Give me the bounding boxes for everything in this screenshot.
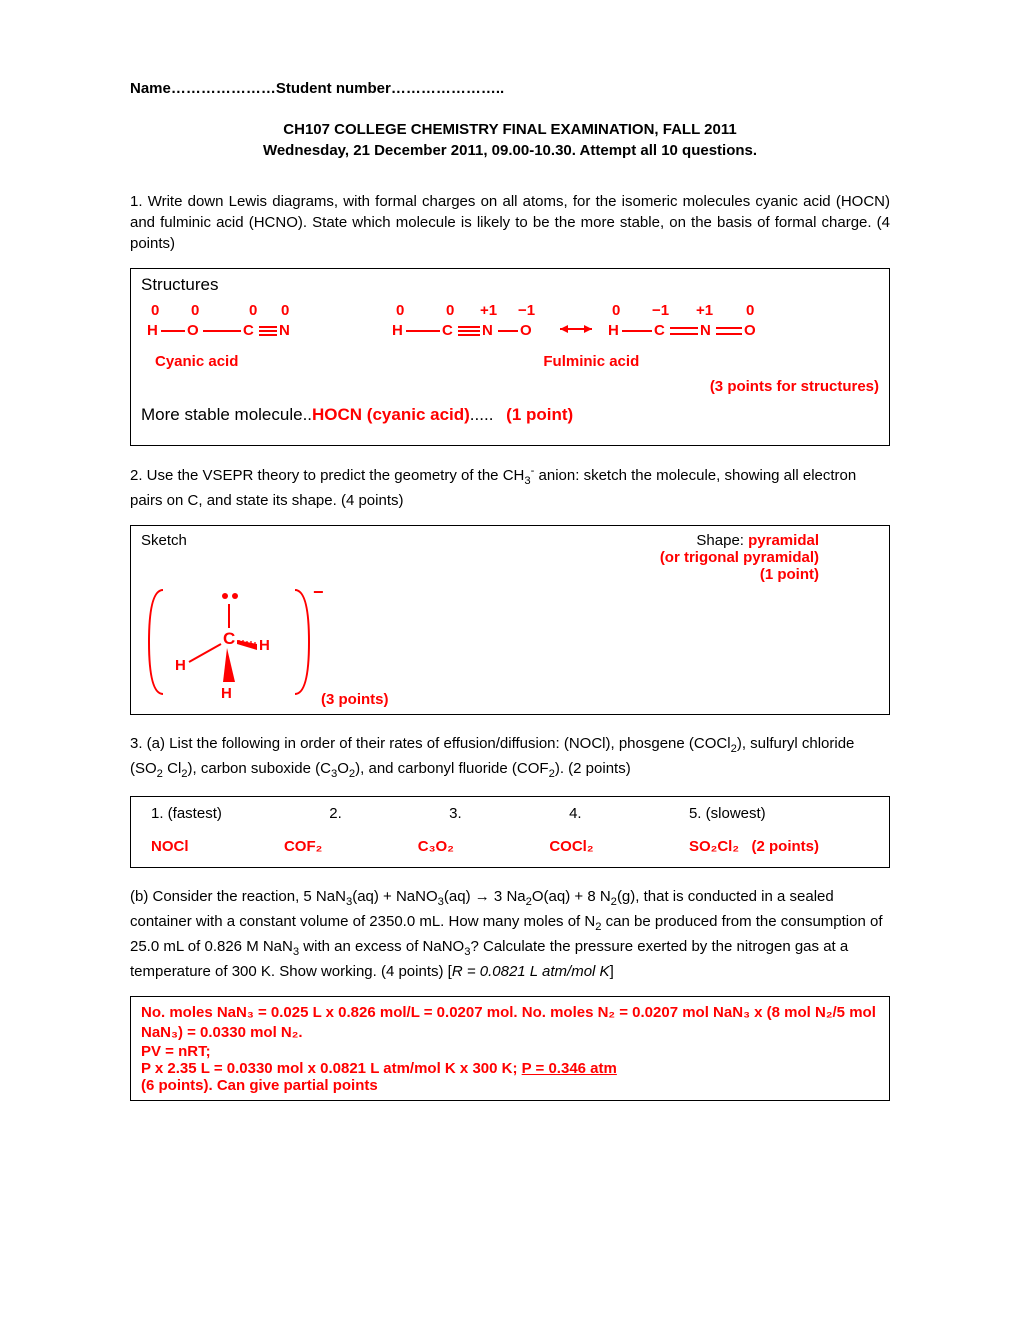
svg-text:0: 0 xyxy=(746,302,754,319)
svg-text:H: H xyxy=(608,322,619,339)
q3b-l3a: P x 2.35 L = 0.0330 mol x 0.0821 L atm/m… xyxy=(141,1060,522,1077)
fulminic-structure-1: 0 0 +1 −1 H C N O xyxy=(386,301,556,347)
q3b-g: with an excess of NaNO xyxy=(299,938,464,955)
svg-text:0: 0 xyxy=(151,302,159,319)
q3a-c: Cl xyxy=(163,760,181,777)
q3a-a1: NOCl xyxy=(151,838,189,855)
shape-answer-2: (or trigonal pyramidal) xyxy=(660,549,819,566)
q3b-j: ] xyxy=(610,963,614,980)
q2-answer-box: Sketch Shape: pyramidal (or trigonal pyr… xyxy=(130,525,890,715)
sketch-points: (3 points) xyxy=(321,691,389,708)
q3a-a2: COF₂ xyxy=(284,838,322,855)
svg-text:O: O xyxy=(744,322,756,339)
cyanic-label: Cyanic acid xyxy=(155,353,238,370)
exam-title-block: CH107 COLLEGE CHEMISTRY FINAL EXAMINATIO… xyxy=(130,119,890,161)
more-stable-answer: HOCN (cyanic acid) xyxy=(312,405,470,424)
exam-subtitle: Wednesday, 21 December 2011, 09.00-10.30… xyxy=(130,140,890,161)
q3a-h5: 5. (slowest) xyxy=(689,805,869,822)
more-stable-points: (1 point) xyxy=(506,405,573,424)
q3b-d: O(aq) + 8 N xyxy=(532,888,611,905)
more-stable-prefix: More stable molecule.. xyxy=(141,405,312,424)
fulminic-structure-2: 0 −1 +1 0 H C N O xyxy=(596,301,776,347)
q3b-answer-box: No. moles NaN₃ = 0.025 L x 0.826 mol/L =… xyxy=(130,996,890,1102)
q3b-l2: PV = nRT; xyxy=(141,1043,879,1060)
q3b-l3: P x 2.35 L = 0.0330 mol x 0.0821 L atm/m… xyxy=(141,1060,879,1077)
svg-text:−1: −1 xyxy=(652,302,669,319)
svg-text:C: C xyxy=(243,322,254,339)
q3a-a: 3. (a) List the following in order of th… xyxy=(130,735,731,752)
structures-label: Structures xyxy=(141,275,879,295)
resonance-arrow-icon xyxy=(556,301,596,347)
exam-title: CH107 COLLEGE CHEMISTRY FINAL EXAMINATIO… xyxy=(130,119,890,140)
svg-text:O: O xyxy=(520,322,532,339)
svg-text:H: H xyxy=(147,322,158,339)
more-stable-row: More stable molecule..HOCN (cyanic acid)… xyxy=(141,405,879,425)
svg-text:0: 0 xyxy=(249,302,257,319)
q3b-b: (aq) + NaNO xyxy=(352,888,437,905)
q3a-e: O xyxy=(337,760,349,777)
q3a-a4: COCl₂ xyxy=(549,838,593,855)
q3a-g: ). (2 points) xyxy=(555,760,631,777)
svg-text:N: N xyxy=(279,322,290,339)
svg-text:N: N xyxy=(700,322,711,339)
q1-text: 1. Write down Lewis diagrams, with forma… xyxy=(130,191,890,254)
q3b-text: (b) Consider the reaction, 5 NaN3(aq) + … xyxy=(130,886,890,981)
q3a-h2: 2. xyxy=(329,805,342,822)
ch3-sketch: − C H H H xyxy=(139,582,339,702)
q3a-h4: 4. xyxy=(569,805,582,822)
svg-text:0: 0 xyxy=(612,302,620,319)
q3b-l1: No. moles NaN₃ = 0.025 L x 0.826 mol/L =… xyxy=(141,1003,879,1044)
svg-text:O: O xyxy=(187,322,199,339)
q3a-d: ), carbon suboxide (C xyxy=(188,760,331,777)
q3b-c: (aq) → 3 Na xyxy=(444,888,526,905)
fulminic-label: Fulminic acid xyxy=(543,353,639,370)
q3a-h1: 1. (fastest) xyxy=(151,805,222,822)
q3a-h3: 3. xyxy=(449,805,462,822)
structures-points: (3 points for structures) xyxy=(141,378,879,395)
exam-page: Name…………………Student number………………….. CH107… xyxy=(0,0,1020,1320)
q3a-text: 3. (a) List the following in order of th… xyxy=(130,733,890,783)
structures-row: 0 0 0 0 H O C N 0 0 +1 −1 H xyxy=(141,301,879,351)
q3a-a3: C₃O₂ xyxy=(418,838,454,855)
q3a-answer-box: 1. (fastest) 2. 3. 4. 5. (slowest) NOCl … xyxy=(130,796,890,868)
q3b-a: (b) Consider the reaction, 5 NaN xyxy=(130,888,346,905)
q3a-answer-row: NOCl COF₂ C₃O₂ COCl₂ SO₂Cl₂ (2 points) xyxy=(141,836,879,857)
q3a-a5: SO₂Cl₂ xyxy=(689,838,739,855)
svg-text:C: C xyxy=(223,629,235,648)
q2-text-a: 2. Use the VSEPR theory to predict the g… xyxy=(130,467,524,484)
cyanic-structure: 0 0 0 0 H O C N xyxy=(141,301,311,347)
svg-text:+1: +1 xyxy=(480,302,497,319)
shape-points: (1 point) xyxy=(760,566,819,583)
q3b-l4: (6 points). Can give partial points xyxy=(141,1077,879,1094)
svg-text:0: 0 xyxy=(396,302,404,319)
q3a-header-row: 1. (fastest) 2. 3. 4. 5. (slowest) xyxy=(141,803,879,824)
svg-text:H: H xyxy=(259,637,270,654)
svg-text:−: − xyxy=(313,582,324,602)
shape-answer: pyramidal xyxy=(748,532,819,549)
svg-text:N: N xyxy=(482,322,493,339)
svg-text:H: H xyxy=(221,685,232,702)
name-student-line: Name…………………Student number………………….. xyxy=(130,80,890,97)
svg-text:0: 0 xyxy=(191,302,199,319)
svg-text:H: H xyxy=(175,657,186,674)
svg-text:−1: −1 xyxy=(518,302,535,319)
svg-text:+1: +1 xyxy=(696,302,713,319)
q3b-l3b: P = 0.346 atm xyxy=(522,1060,617,1077)
svg-text:0: 0 xyxy=(446,302,454,319)
svg-text:C: C xyxy=(442,322,453,339)
svg-text:C: C xyxy=(654,322,665,339)
q2-text: 2. Use the VSEPR theory to predict the g… xyxy=(130,464,890,511)
structure-labels-row: Cyanic acid Fulminic acid xyxy=(141,353,879,370)
sketch-label: Sketch xyxy=(141,532,187,583)
shape-label: Shape: xyxy=(696,532,748,549)
q1-answer-box: Structures 0 0 0 0 H O C N 0 xyxy=(130,268,890,446)
q3a-f: ), and carbonyl fluoride (COF xyxy=(355,760,548,777)
svg-text:H: H xyxy=(392,322,403,339)
q3b-i: R = 0.0821 L atm/mol K xyxy=(452,963,610,980)
svg-text:0: 0 xyxy=(281,302,289,319)
q3a-pts: (2 points) xyxy=(752,838,820,855)
